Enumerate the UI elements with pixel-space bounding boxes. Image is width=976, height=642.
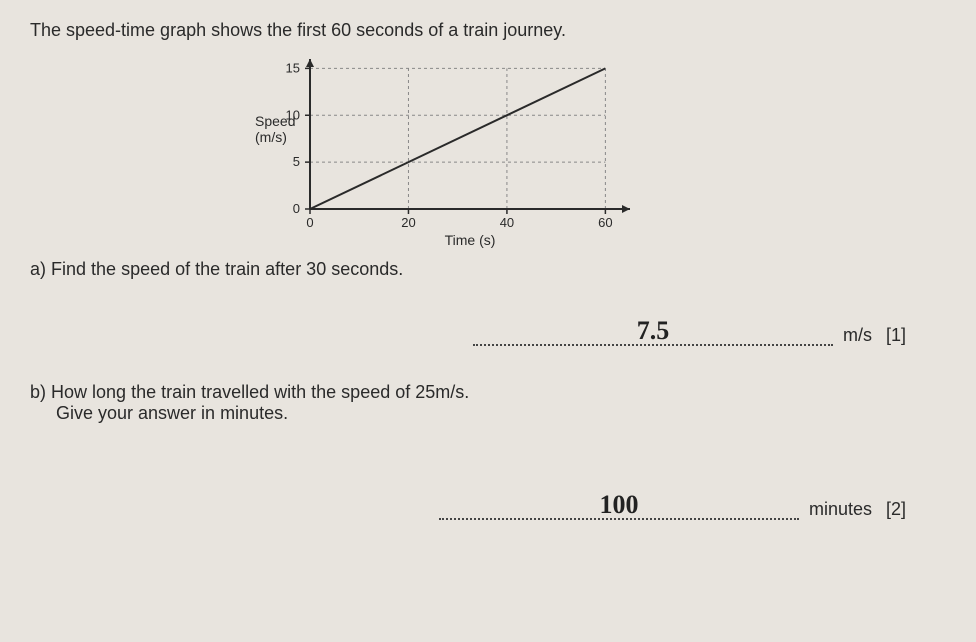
part-a-text: Find the speed of the train after 30 sec… [51,259,403,279]
part-a-handwritten-answer: 7.5 [637,316,670,345]
speed-time-graph: 0204060051015Speed(m/s)Time (s) [230,49,710,249]
part-a-unit: m/s [843,325,872,346]
part-b-label: b) [30,382,46,402]
svg-text:20: 20 [401,215,415,230]
svg-text:(m/s): (m/s) [255,129,287,145]
part-b-subtext: Give your answer in minutes. [56,403,946,424]
svg-text:Time (s): Time (s) [445,232,496,248]
part-b-unit: minutes [809,499,872,520]
svg-text:0: 0 [306,215,313,230]
svg-text:60: 60 [598,215,612,230]
part-b-marks: [2] [886,499,906,520]
part-b-answer-blank: 100 [439,494,799,520]
part-b-answer-line: 100 minutes [2] [30,494,946,520]
part-b-text: How long the train travelled with the sp… [51,382,469,402]
part-a-answer-blank: 7.5 [473,320,833,346]
part-a-marks: [1] [886,325,906,346]
part-b: b) How long the train travelled with the… [30,382,946,403]
part-a-label: a) [30,259,46,279]
svg-text:5: 5 [293,154,300,169]
part-a-answer-line: 7.5 m/s [1] [30,320,946,346]
part-a: a) Find the speed of the train after 30 … [30,259,946,280]
svg-text:40: 40 [500,215,514,230]
svg-text:Speed: Speed [255,113,295,129]
svg-text:15: 15 [286,60,300,75]
svg-text:0: 0 [293,201,300,216]
question-intro: The speed-time graph shows the first 60 … [30,20,946,41]
part-b-handwritten-answer: 100 [599,490,638,519]
